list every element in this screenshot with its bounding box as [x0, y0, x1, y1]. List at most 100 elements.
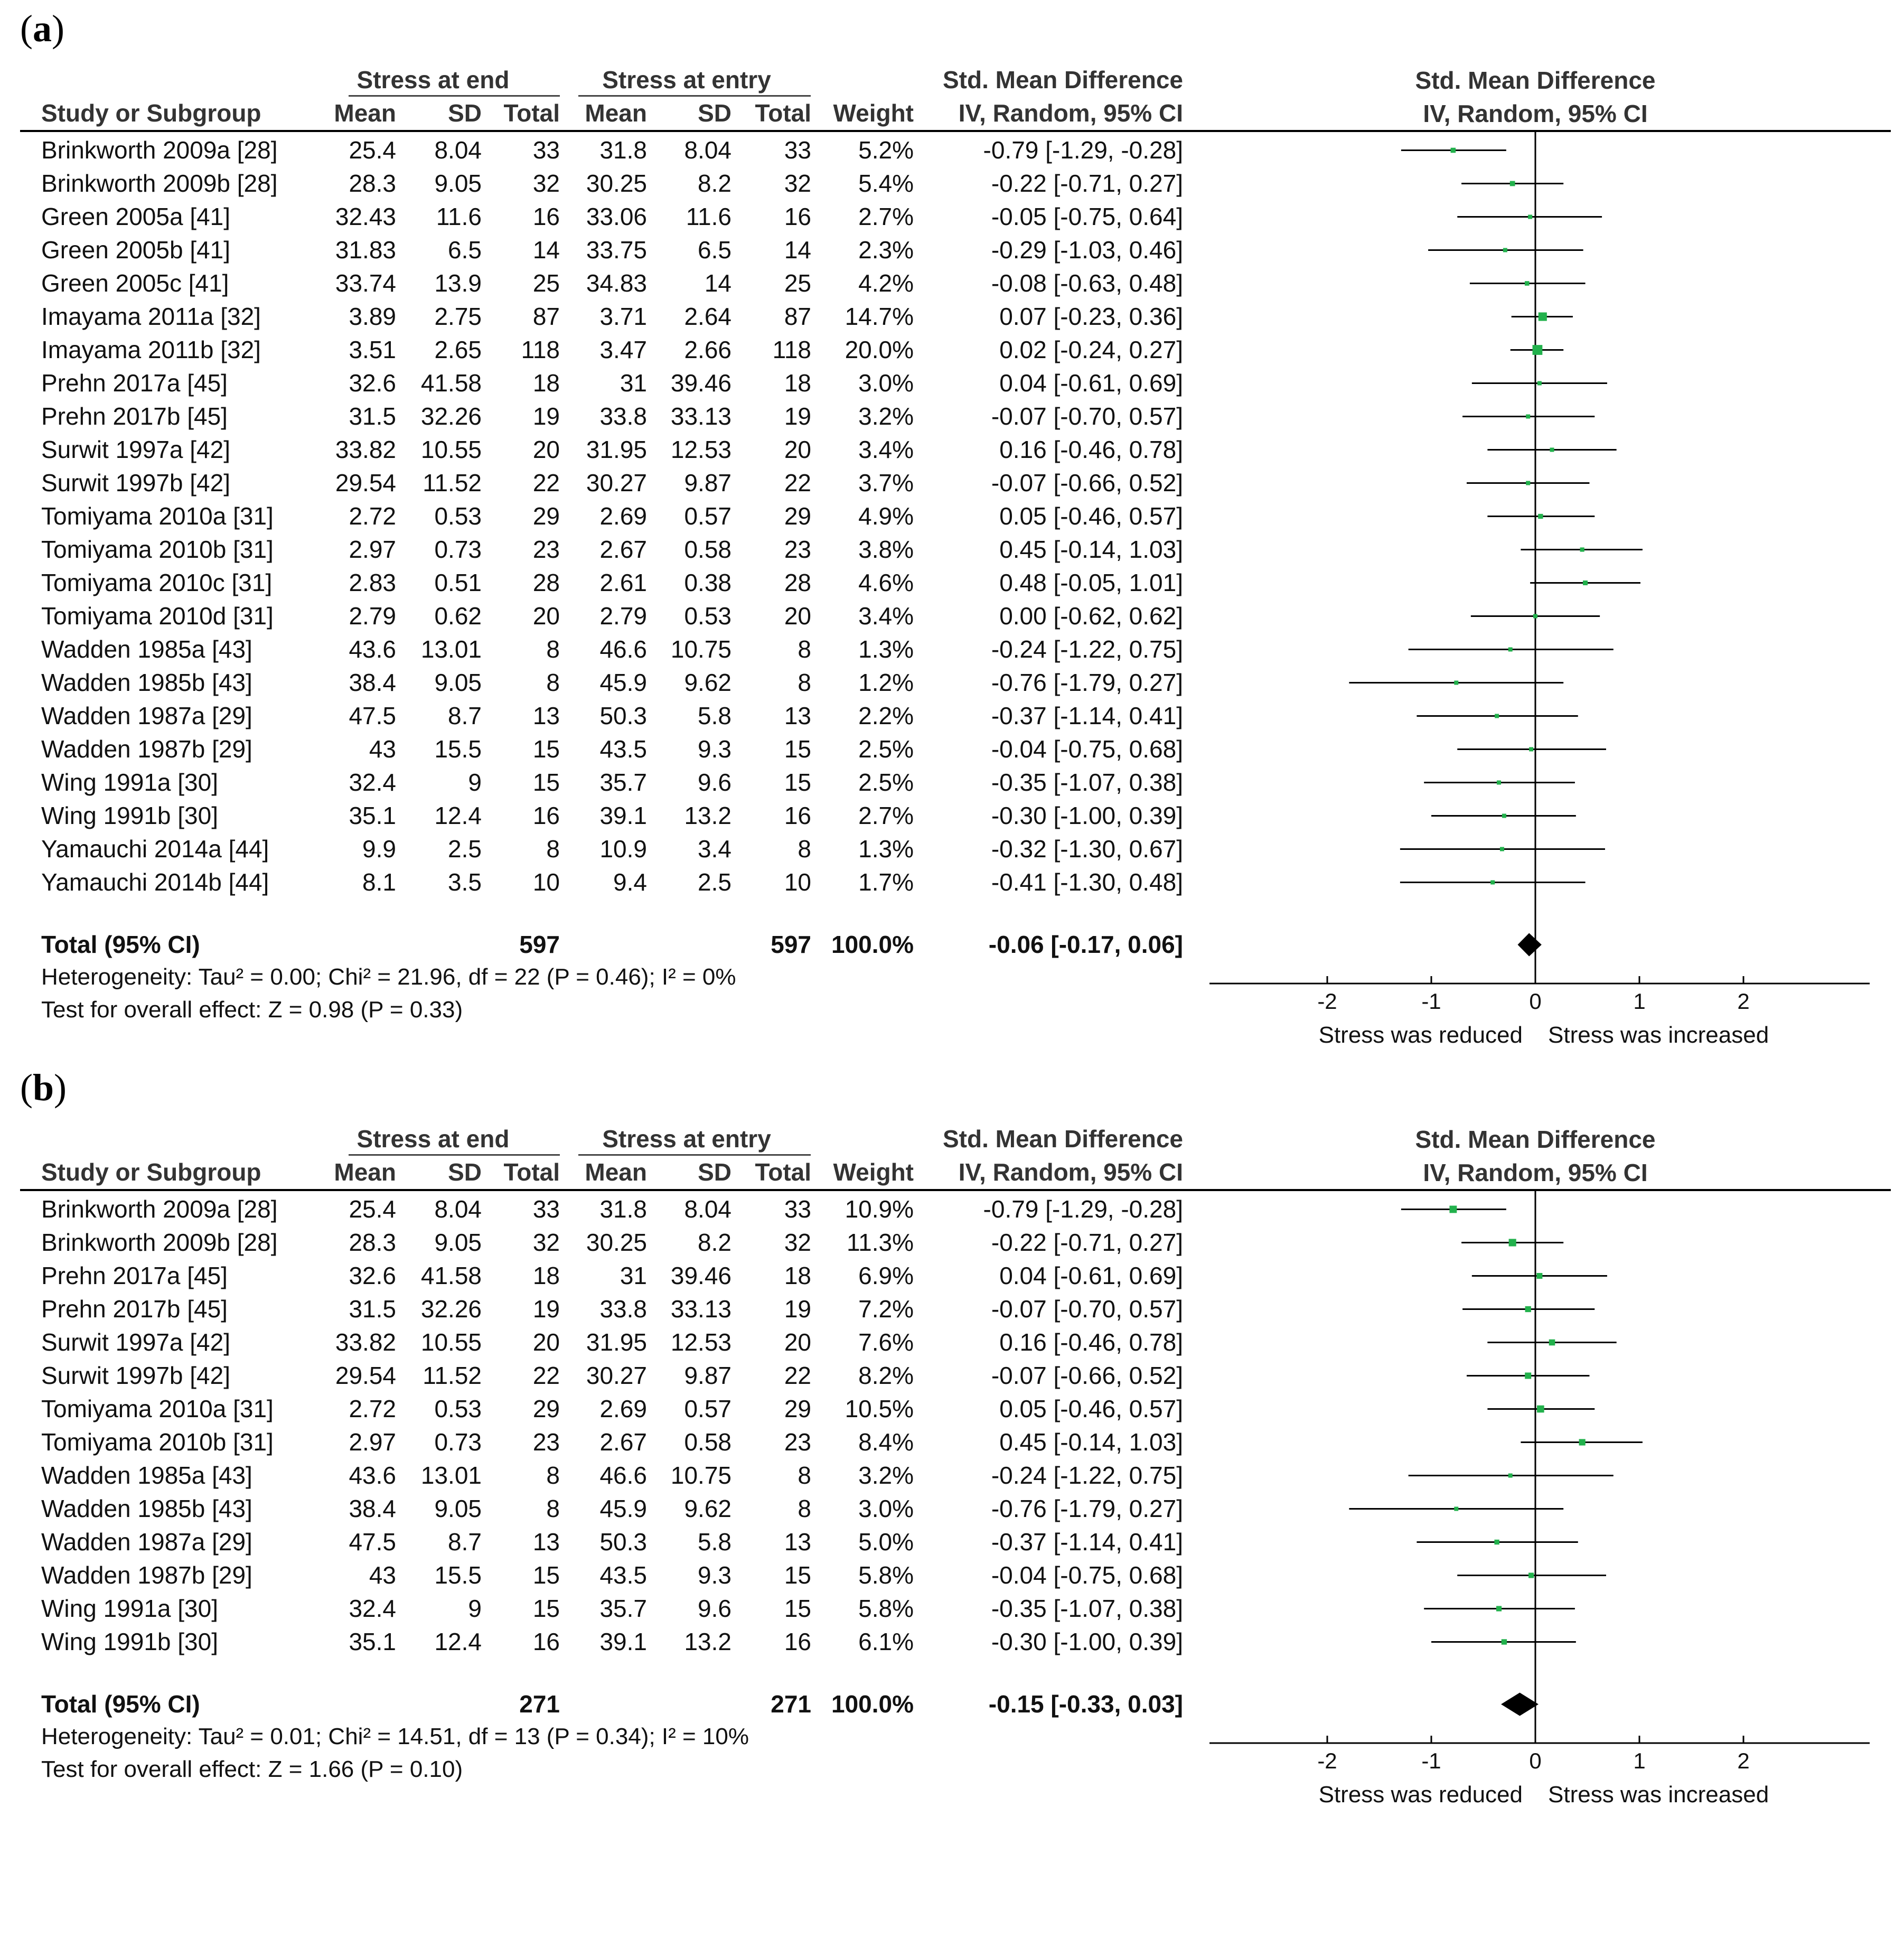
cell-end-sd: 9.05 — [434, 170, 482, 197]
cell-end-total: 13 — [532, 1528, 560, 1556]
cell-ci-text: 0.07 [-0.23, 0.36] — [999, 303, 1183, 330]
cell-end-sd: 9 — [468, 1595, 482, 1622]
cell-end-total: 23 — [532, 536, 560, 563]
cell-ci-text: -0.07 [-0.66, 0.52] — [991, 1362, 1183, 1389]
cell-study: Tomiyama 2010d [31] — [41, 602, 274, 630]
cell-end-total: 29 — [532, 1395, 560, 1422]
total-label: Total (95% CI) — [41, 931, 200, 958]
cell-end-total: 19 — [532, 402, 560, 430]
forest-panel-b: (b) Stress at end Stress at entry Std. Mea… — [0, 1059, 1904, 1957]
study-point — [1525, 1306, 1531, 1313]
cell-entry-sd: 9.62 — [684, 669, 731, 696]
cell-ci-text: -0.37 [-1.14, 0.41] — [991, 702, 1183, 729]
panel-label: (a) — [20, 7, 64, 50]
overall-effect-text: Test for overall effect: Z = 0.98 (P = 0… — [41, 997, 463, 1023]
cell-entry-total: 15 — [784, 769, 811, 796]
cell-end-mean: 31.5 — [349, 402, 396, 430]
cell-entry-sd: 0.53 — [684, 602, 731, 630]
cell-end-total: 15 — [532, 735, 560, 763]
cell-entry-total: 16 — [784, 1628, 811, 1655]
cell-end-sd: 0.53 — [434, 1395, 482, 1422]
cell-weight: 5.0% — [858, 1528, 914, 1556]
study-point — [1503, 248, 1507, 252]
cell-entry-sd: 14 — [704, 269, 731, 297]
cell-entry-mean: 2.69 — [599, 502, 647, 530]
cell-ci-text: -0.79 [-1.29, -0.28] — [983, 1195, 1183, 1223]
study-point — [1538, 513, 1543, 519]
plot-header-method: IV, Random, 95% CI — [1423, 1159, 1647, 1186]
cell-end-sd: 0.51 — [434, 569, 482, 596]
cell-entry-sd: 0.38 — [684, 569, 731, 596]
cell-end-sd: 13.01 — [420, 635, 482, 663]
cell-entry-sd: 9.6 — [698, 769, 731, 796]
total-end: 271 — [519, 1690, 560, 1718]
cell-ci-text: 0.48 [-0.05, 1.01] — [999, 569, 1183, 596]
cell-study: Surwit 1997a [42] — [41, 436, 231, 463]
x-tick-label: 0 — [1529, 1748, 1541, 1773]
cell-entry-sd: 12.53 — [670, 436, 731, 463]
study-point — [1526, 414, 1531, 419]
cell-study: Wing 1991a [30] — [41, 1595, 219, 1622]
study-point — [1525, 1372, 1532, 1379]
cell-end-total: 8 — [546, 669, 560, 696]
cell-weight: 2.7% — [858, 802, 914, 829]
cell-end-sd: 10.55 — [420, 1328, 482, 1356]
col-header-total: Total — [503, 1158, 560, 1186]
cell-entry-total: 20 — [784, 1328, 811, 1356]
cell-entry-mean: 2.67 — [599, 1428, 647, 1456]
cell-entry-mean: 10.9 — [599, 835, 647, 863]
col-header-weight: Weight — [833, 99, 914, 127]
cell-end-mean: 35.1 — [349, 1628, 396, 1655]
cell-end-mean: 43.6 — [349, 635, 396, 663]
cell-weight: 7.6% — [858, 1328, 914, 1356]
cell-entry-sd: 6.5 — [698, 236, 731, 264]
cell-end-total: 8 — [546, 1462, 560, 1489]
cell-entry-mean: 30.27 — [586, 469, 647, 497]
cell-entry-sd: 39.46 — [670, 1262, 731, 1289]
cell-end-sd: 9.05 — [434, 1229, 482, 1256]
cell-study: Tomiyama 2010b [31] — [41, 536, 274, 563]
cell-end-mean: 47.5 — [349, 1528, 396, 1556]
cell-end-sd: 0.73 — [434, 536, 482, 563]
cell-end-total: 23 — [532, 1428, 560, 1456]
cell-end-total: 32 — [532, 1229, 560, 1256]
cell-weight: 2.5% — [858, 769, 914, 796]
cell-end-total: 18 — [532, 1262, 560, 1289]
cell-entry-sd: 5.8 — [698, 1528, 731, 1556]
cell-end-total: 33 — [532, 136, 560, 164]
cell-entry-mean: 50.3 — [599, 1528, 647, 1556]
cell-end-mean: 3.51 — [349, 336, 396, 363]
cell-study: Prehn 2017a [45] — [41, 369, 228, 397]
study-point — [1454, 1506, 1459, 1511]
x-tick-label: -1 — [1421, 989, 1441, 1014]
col-header-sd: SD — [448, 99, 482, 127]
col-header-ci: IV, Random, 95% CI — [958, 1158, 1183, 1186]
cell-end-mean: 43.6 — [349, 1462, 396, 1489]
cell-weight: 1.2% — [858, 669, 914, 696]
cell-end-total: 14 — [532, 236, 560, 264]
cell-entry-mean: 31 — [620, 369, 647, 397]
cell-entry-total: 8 — [798, 669, 811, 696]
cell-ci-text: -0.35 [-1.07, 0.38] — [991, 769, 1183, 796]
study-point — [1533, 614, 1537, 619]
group-underline-entry — [578, 1154, 811, 1156]
group-header-end: Stress at end — [357, 1125, 510, 1153]
cell-study: Brinkworth 2009b [28] — [41, 1229, 278, 1256]
study-point — [1497, 780, 1502, 785]
cell-weight: 5.2% — [858, 136, 914, 164]
cell-study: Green 2005c [41] — [41, 269, 229, 297]
x-tick-label: 0 — [1529, 989, 1541, 1014]
forest-plot: Std. Mean Difference IV, Random, 95% CI -2… — [1209, 67, 1870, 1048]
cell-entry-total: 8 — [798, 1462, 811, 1489]
cell-end-sd: 41.58 — [420, 1262, 482, 1289]
cell-entry-sd: 0.57 — [684, 502, 731, 530]
study-point — [1508, 647, 1513, 652]
col-header-sd: SD — [448, 1158, 482, 1186]
cell-entry-sd: 5.8 — [698, 702, 731, 729]
total-weight: 100.0% — [831, 931, 914, 958]
cell-end-total: 16 — [532, 802, 560, 829]
cell-entry-mean: 2.61 — [599, 569, 647, 596]
cell-end-sd: 6.5 — [448, 236, 482, 264]
cell-entry-total: 13 — [784, 1528, 811, 1556]
cell-weight: 10.9% — [845, 1195, 914, 1223]
